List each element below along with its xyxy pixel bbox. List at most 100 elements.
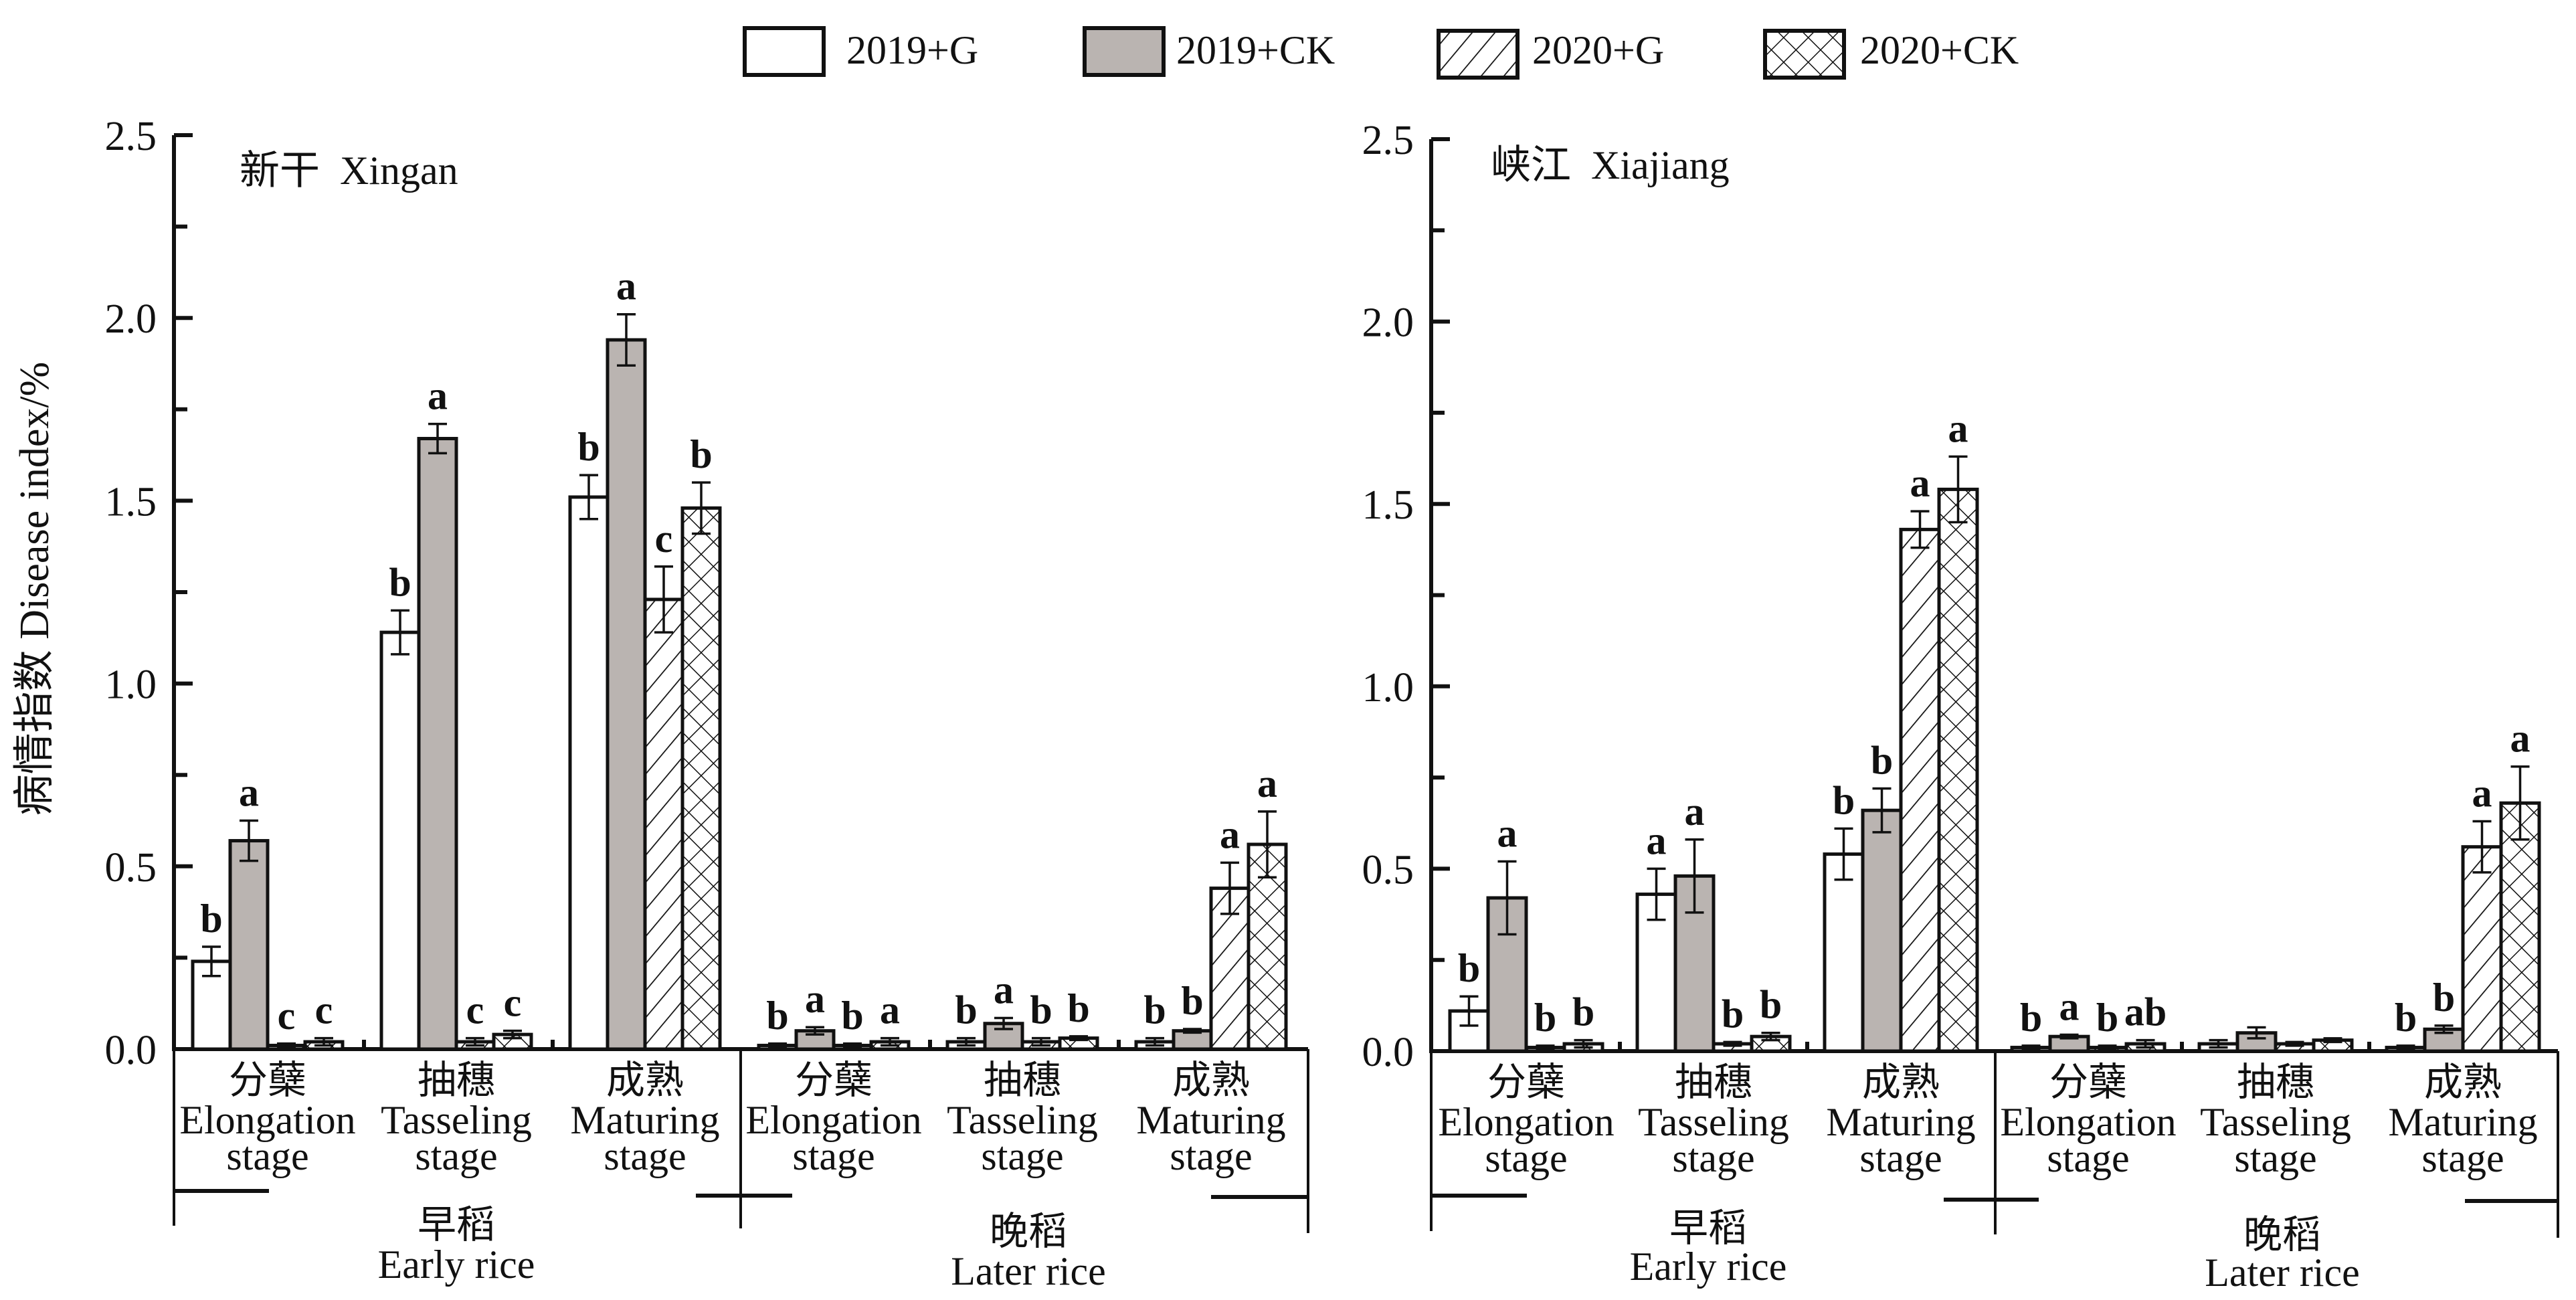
bar-2020-g [643,597,684,1051]
significance-letter: b [2020,996,2042,1040]
significance-letter: b [1143,988,1166,1032]
bar-2019-ck [417,437,458,1051]
x-tick-label-en: Tasseling [381,1098,532,1142]
significance-letter: b [1534,996,1556,1040]
legend-swatch-hatch [1437,29,1520,80]
season-label-cn: 早稻 [1669,1206,1747,1250]
y-tick-label: 1.0 [1362,665,1414,711]
x-tick-label-en: Elongation [2000,1100,2176,1144]
y-tick-label: 0.0 [1362,1030,1414,1075]
x-tick-label-stage: stage [792,1134,875,1178]
legend-label: 2019+G [846,28,978,72]
y-tick-label: 0.0 [105,1028,157,1073]
significance-letter: b [955,988,977,1032]
legend-item-2019-ck: 2019+CK [1083,26,1335,77]
significance-letter: b [766,994,788,1038]
significance-letter: ab [2124,990,2167,1034]
y-tick-label: 2.0 [105,296,157,342]
panel-title-xingan: 新干 Xingan [240,149,458,193]
significance-letter: a [994,968,1014,1012]
significance-letter: b [1067,986,1089,1030]
x-tick-label-en: Elongation [745,1098,921,1142]
x-tick-label-en: Tasseling [1638,1100,1789,1144]
bar-2019-g [1823,852,1865,1053]
season-label-cn: 晚稻 [990,1210,1067,1253]
x-tick-label-cn: 抽穗 [984,1058,1061,1102]
y-tick-label: 1.0 [105,662,157,708]
significance-letter: a [616,264,636,308]
legend-swatch-open [743,26,826,77]
season-label-en: Early rice [378,1242,535,1287]
significance-letter: b [200,897,222,941]
bar-2020-ck [1247,842,1288,1051]
panel-title-xiajiang: 峡江 Xiajiang [1491,143,1730,187]
significance-letter: a [880,988,900,1032]
significance-letter: b [1181,979,1203,1023]
x-tick-label-cn: 成熟 [1862,1060,1940,1104]
x-tick-label-stage: stage [604,1134,686,1178]
significance-letter: c [504,981,522,1025]
y-tick-label: 2.5 [1362,118,1414,163]
x-tick-label-cn: 分蘖 [795,1058,872,1102]
significance-letter: b [1030,988,1052,1032]
x-tick-label-cn: 分蘖 [1487,1060,1565,1104]
season-label-cn: 晚稻 [2243,1213,2321,1257]
x-tick-label-en: Maturing [1136,1098,1285,1142]
significance-letter: c [655,517,673,561]
legend-label: 2019+CK [1176,28,1335,72]
x-tick-label-stage: stage [2421,1136,2504,1180]
significance-letter: a [1910,461,1930,505]
significance-letter: b [1722,992,1744,1036]
significance-letter: a [1685,790,1705,834]
significance-letter: a [428,374,448,418]
bar-2019-ck [1861,808,1903,1053]
bar-2020-ck [680,506,722,1051]
season-label-cn: 早稻 [418,1203,495,1246]
significance-letter: b [1871,738,1893,782]
x-tick-label-stage: stage [1859,1136,1942,1180]
x-tick-label-en: Maturing [1826,1100,1975,1144]
legend-label: 2020+CK [1860,28,2019,72]
x-tick-label-en: Elongation [179,1098,355,1142]
y-tick-label: 0.5 [105,845,157,891]
bar-2019-g [568,495,610,1051]
significance-letter: b [1458,946,1480,990]
y-axis-label: 病情指数 Disease index/% [12,362,58,816]
season-label-en: Later rice [2205,1250,2359,1295]
legend-swatch-gray [1083,26,1166,77]
significance-letter: b [389,560,411,604]
x-tick-label-stage: stage [2047,1136,2129,1180]
significance-letter: b [2433,976,2455,1020]
x-tick-label-stage: stage [2234,1136,2316,1180]
x-tick-label-stage: stage [1485,1136,1567,1180]
x-tick-label-stage: stage [1170,1134,1252,1178]
x-tick-label-cn: 抽穗 [418,1058,495,1102]
y-tick-label: 2.0 [1362,300,1414,346]
y-tick-label: 2.5 [105,114,157,159]
x-tick-label-cn: 成熟 [1172,1058,1250,1102]
significance-letter: a [2059,984,2080,1028]
y-tick-label: 1.5 [1362,482,1414,528]
x-tick-label-en: Maturing [2388,1100,2537,1144]
bar-2019-ck [606,338,647,1051]
season-label-en: Early rice [1630,1244,1787,1289]
x-tick-label-cn: 成熟 [2424,1060,2502,1104]
legend: 2019+G 2019+CK 2020+G 2020+CK [743,26,2019,80]
significance-letter: a [1948,406,1968,450]
x-tick-label-cn: 分蘖 [2049,1060,2127,1104]
x-tick-label-en: Elongation [1438,1100,1614,1144]
x-tick-label-cn: 成熟 [606,1058,684,1102]
significance-letter: a [805,977,825,1021]
significance-letter: a [1497,811,1517,855]
significance-letter: a [1257,761,1277,806]
x-tick-label-cn: 分蘖 [229,1058,306,1102]
significance-letter: b [1833,778,1855,822]
bar-2020-ck [1937,487,1979,1053]
significance-letter: c [278,994,296,1038]
legend-item-2019-g: 2019+G [743,26,978,77]
x-tick-label-cn: 抽穗 [2237,1060,2314,1104]
x-tick-label-en: Tasseling [947,1098,1098,1142]
x-tick-label-stage: stage [415,1134,497,1178]
